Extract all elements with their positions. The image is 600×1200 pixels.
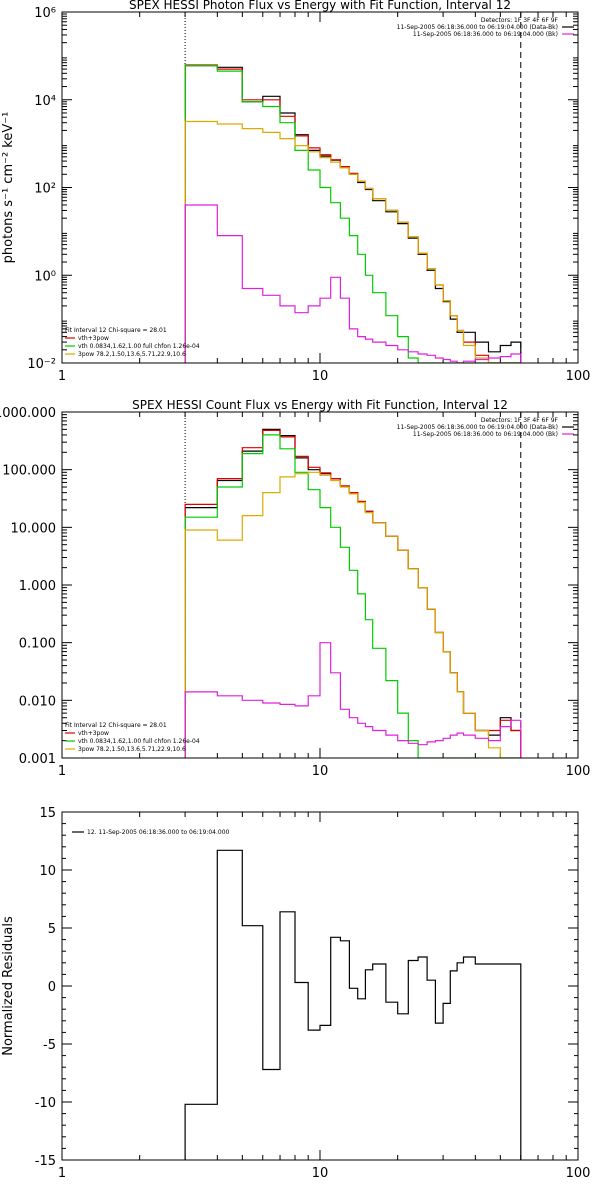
x-tick-label: 1 bbox=[58, 764, 66, 779]
legend-bottom-entry: 3pow 78.2,1.50,13.6,5.71,22.9,10.6 bbox=[78, 746, 186, 753]
y-tick-label: -5 bbox=[43, 1038, 56, 1053]
y-tick-label: 1000.000 bbox=[0, 406, 56, 421]
y-tick-label: 1.000 bbox=[19, 579, 56, 594]
chart-panel-1: SPEX HESSI Photon Flux vs Energy with Fi… bbox=[1, 0, 590, 384]
chart-title: SPEX HESSI Count Flux vs Energy with Fit… bbox=[132, 398, 508, 412]
x-tick-label: 10 bbox=[312, 369, 329, 384]
legend-top-entry: 11-Sep-2005 06:18:36.000 to 06:19:04.000… bbox=[413, 431, 558, 438]
y-tick-label: 10⁶ bbox=[34, 6, 56, 21]
y-axis-label: Normalized Residuals bbox=[1, 916, 16, 1056]
series-line-5 bbox=[184, 204, 522, 363]
y-tick-label: 10⁻² bbox=[27, 357, 56, 372]
series-line-4 bbox=[184, 471, 521, 758]
x-tick-label: 10 bbox=[312, 1166, 329, 1181]
legend-bottom-entry: vth 0.0834,1.62,1.00 full chfon 1.26e-04 bbox=[78, 343, 200, 350]
chart-panel-2: SPEX HESSI Count Flux vs Energy with Fit… bbox=[0, 398, 590, 779]
y-axis-label: photons s⁻¹ cm⁻² keV⁻¹ bbox=[1, 112, 16, 264]
y-tick-label: 10⁰ bbox=[34, 269, 56, 284]
series-line-2 bbox=[184, 429, 522, 758]
plot-frame bbox=[61, 411, 579, 759]
y-tick-label: 10.000 bbox=[11, 521, 57, 536]
series-line-2 bbox=[184, 64, 521, 363]
series-line-1 bbox=[184, 849, 522, 1160]
x-tick-label: 10 bbox=[312, 764, 329, 779]
x-tick-label: 100 bbox=[566, 369, 591, 384]
y-tick-label: 10 bbox=[39, 864, 56, 879]
plot-frame bbox=[61, 11, 579, 364]
legend-bottom-entry: 3pow 78.2,1.50,13.6,5.71,22.9,10.6 bbox=[78, 351, 186, 358]
y-tick-label: -10 bbox=[35, 1096, 56, 1111]
legend-bottom-entry: vth 0.0834,1.62,1.00 full chfon 1.26e-04 bbox=[78, 738, 200, 745]
legend-top-entry: 11-Sep-2005 06:18:36.000 to 06:19:04.000… bbox=[397, 424, 558, 431]
legend-top-entry: 12. 11-Sep-2005 06:18:36.000 to 06:19:04… bbox=[87, 829, 230, 836]
series-line-4 bbox=[184, 120, 521, 363]
y-tick-label: 10⁴ bbox=[34, 94, 56, 109]
series-line-3 bbox=[184, 434, 521, 758]
series-line-3 bbox=[184, 65, 521, 363]
y-tick-label: 10² bbox=[34, 182, 56, 197]
legend-top-entry: Detectors: 1F 3F 4F 6F 9F bbox=[481, 417, 559, 424]
legend-top-entry: 11-Sep-2005 06:18:36.000 to 06:19:04.000… bbox=[413, 31, 558, 38]
y-tick-label: 0.100 bbox=[19, 637, 56, 652]
y-tick-label: 0.010 bbox=[19, 694, 56, 709]
legend-bottom-entry: Fit Interval 12 Chi-square = 28.01 bbox=[65, 722, 167, 729]
chart-panel-3: 1 10 100 -15 -10 -5 0 5 10 15 Normalized Residuals… bbox=[1, 806, 590, 1181]
legend-top-entry: Detectors: 1F 3F 4F 6F 9F bbox=[481, 17, 559, 24]
x-tick-label: 100 bbox=[566, 764, 591, 779]
y-tick-label: 5 bbox=[48, 922, 56, 937]
x-tick-label: 100 bbox=[566, 1166, 591, 1181]
legend-top-entry: 11-Sep-2005 06:18:36.000 to 06:19:04.000… bbox=[397, 24, 558, 31]
x-tick-label: 1 bbox=[58, 1166, 66, 1181]
y-tick-label: 15 bbox=[39, 806, 56, 821]
legend-bottom-entry: vth+3pow bbox=[78, 335, 109, 342]
series-line-5 bbox=[184, 642, 522, 758]
y-tick-label: 100.000 bbox=[2, 464, 56, 479]
plot-frame bbox=[61, 811, 579, 1161]
y-tick-label: -15 bbox=[35, 1154, 56, 1169]
legend-bottom-entry: Fit Interval 12 Chi-square = 28.01 bbox=[65, 327, 167, 334]
chart-title: SPEX HESSI Photon Flux vs Energy with Fi… bbox=[129, 0, 511, 12]
series-line-1 bbox=[184, 65, 522, 363]
legend-bottom-entry: vth+3pow bbox=[78, 730, 109, 737]
x-tick-label: 1 bbox=[58, 369, 66, 384]
y-tick-label: 0.001 bbox=[19, 752, 56, 767]
y-tick-label: 0 bbox=[48, 980, 56, 995]
